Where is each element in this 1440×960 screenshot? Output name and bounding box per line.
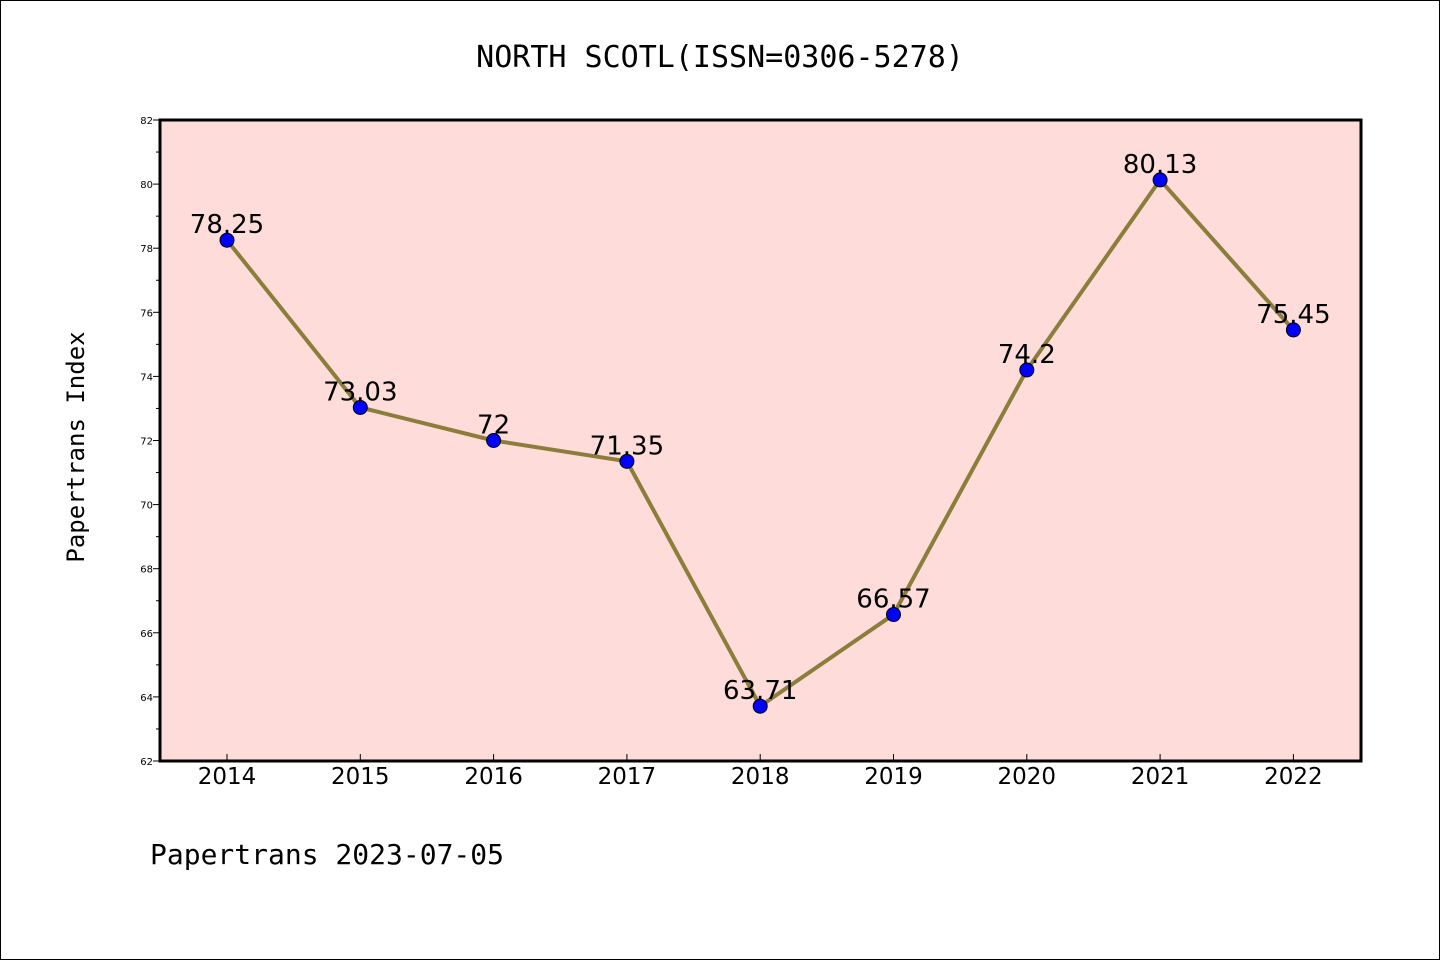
x-tick-label: 2019 [864, 764, 923, 790]
data-point [486, 433, 502, 448]
y-tick-label: 66 [140, 629, 153, 640]
chart-title: NORTH SCOTL(ISSN=0306-5278) [476, 40, 964, 75]
x-tick-label: 2021 [1131, 764, 1190, 790]
y-tick-label: 82 [140, 116, 153, 127]
data-labels: 78.25 73.03 72 71.35 63.71 66.57 74.2 80.13 75.4… [190, 150, 1331, 706]
y-tick-label: 64 [140, 693, 153, 704]
footer-date: Papertrans 2023-07-05 [150, 838, 504, 871]
x-tick-label: 2015 [331, 764, 390, 790]
data-label: 80.13 [1123, 150, 1197, 180]
x-tick-label: 2020 [998, 764, 1057, 790]
data-label: 75.45 [1256, 300, 1330, 330]
x-tick-label: 2014 [198, 764, 257, 790]
data-label: 63.71 [723, 676, 797, 706]
data-point [619, 453, 635, 469]
data-label: 74.2 [998, 340, 1056, 370]
y-tick-label: 62 [140, 757, 153, 768]
x-tick-label: 2018 [731, 764, 790, 790]
x-tick-label: 2017 [598, 764, 657, 790]
y-tick-label: 74 [140, 372, 153, 383]
data-label: 78.25 [190, 210, 264, 240]
y-tick-label: 68 [140, 565, 153, 576]
x-tick-label: 2016 [464, 764, 523, 790]
data-label: 73.03 [323, 377, 397, 407]
data-label: 72 [477, 411, 510, 441]
y-tick-label: 76 [140, 308, 153, 319]
data-point [1285, 322, 1301, 338]
data-markers [219, 172, 1301, 714]
data-label: 66.57 [856, 585, 930, 615]
data-point [886, 607, 901, 623]
y-tick-label: 80 [140, 180, 153, 191]
data-point [352, 399, 368, 415]
data-point [1019, 362, 1035, 378]
x-tick-label: 2022 [1264, 764, 1323, 790]
y-axis-label: Papertrans Index [62, 331, 90, 562]
data-point [219, 232, 235, 248]
axis-ticks: 62 64 66 68 70 72 74 76 78 80 82 2014 2015 2016 2017 20… [140, 116, 1322, 790]
plot-area [160, 120, 1361, 761]
data-point [752, 698, 768, 714]
data-point [1152, 172, 1168, 188]
data-label: 71.35 [590, 431, 664, 461]
y-tick-label: 72 [140, 437, 153, 448]
plot-border [158, 118, 1363, 763]
y-tick-label: 70 [140, 501, 153, 512]
y-tick-label: 78 [140, 244, 153, 255]
